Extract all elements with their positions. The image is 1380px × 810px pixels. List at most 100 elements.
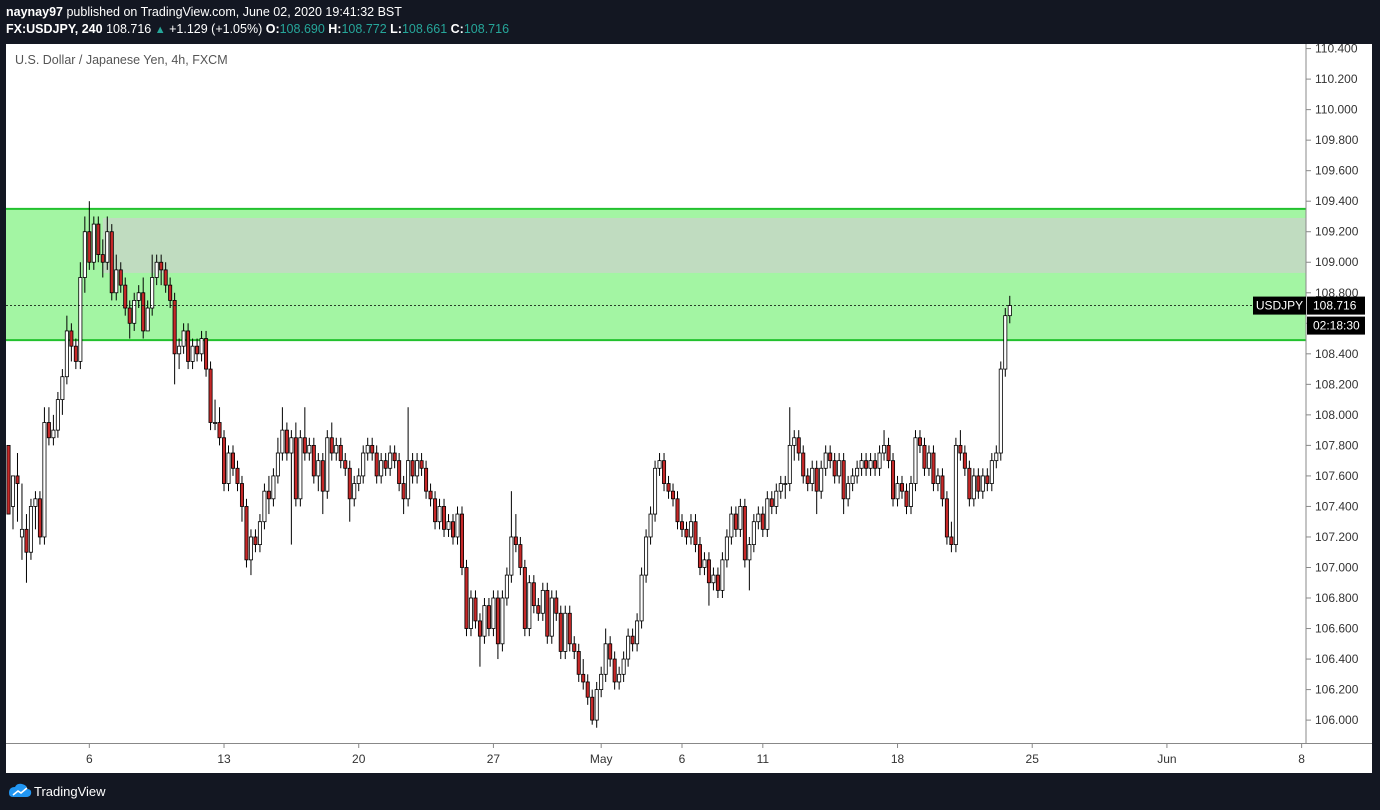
- candle[interactable]: [572, 636, 577, 660]
- candle[interactable]: [473, 590, 478, 629]
- candle[interactable]: [172, 292, 177, 385]
- candle[interactable]: [760, 506, 765, 537]
- tradingview-brand[interactable]: TradingView: [34, 784, 106, 799]
- candle[interactable]: [846, 475, 851, 507]
- candle[interactable]: [567, 605, 572, 652]
- candle[interactable]: [69, 323, 74, 362]
- candle[interactable]: [293, 422, 298, 507]
- candle[interactable]: [603, 628, 608, 682]
- candle[interactable]: [329, 422, 334, 461]
- candle[interactable]: [477, 613, 482, 667]
- candle[interactable]: [545, 582, 550, 644]
- candle[interactable]: [28, 498, 33, 560]
- candle[interactable]: [720, 552, 725, 599]
- candle[interactable]: [190, 338, 195, 370]
- candle[interactable]: [311, 437, 316, 484]
- candle[interactable]: [347, 460, 352, 522]
- candle[interactable]: [558, 605, 563, 660]
- candle[interactable]: [109, 224, 114, 301]
- candle[interactable]: [163, 262, 168, 293]
- candle[interactable]: [338, 437, 343, 469]
- candle[interactable]: [500, 590, 505, 652]
- candle[interactable]: [724, 529, 729, 568]
- candle[interactable]: [783, 475, 788, 499]
- candle[interactable]: [406, 407, 411, 507]
- candle[interactable]: [235, 460, 240, 492]
- candle[interactable]: [922, 437, 927, 476]
- candle[interactable]: [401, 475, 406, 515]
- candle[interactable]: [379, 453, 384, 484]
- candle[interactable]: [680, 514, 685, 537]
- candle[interactable]: [154, 254, 159, 286]
- candle[interactable]: [801, 445, 806, 484]
- candle[interactable]: [868, 453, 873, 476]
- candle[interactable]: [82, 216, 87, 293]
- candle[interactable]: [428, 483, 433, 507]
- candle[interactable]: [895, 475, 900, 507]
- candle[interactable]: [688, 514, 693, 545]
- candle[interactable]: [486, 598, 491, 637]
- candle[interactable]: [356, 468, 361, 492]
- candle[interactable]: [230, 445, 235, 476]
- candle[interactable]: [635, 613, 640, 652]
- candle[interactable]: [814, 460, 819, 515]
- candle[interactable]: [949, 521, 954, 553]
- candle[interactable]: [998, 361, 1003, 461]
- candle[interactable]: [630, 628, 635, 652]
- candle[interactable]: [37, 491, 42, 545]
- candle[interactable]: [859, 453, 864, 476]
- candle[interactable]: [100, 239, 105, 278]
- candle[interactable]: [159, 254, 164, 286]
- candle[interactable]: [581, 659, 586, 690]
- candle[interactable]: [46, 407, 51, 446]
- candle[interactable]: [931, 445, 936, 492]
- candle[interactable]: [96, 216, 101, 263]
- candle[interactable]: [594, 681, 599, 728]
- candle[interactable]: [397, 453, 402, 492]
- candle[interactable]: [612, 651, 617, 690]
- candle[interactable]: [118, 262, 123, 293]
- candle[interactable]: [967, 460, 972, 507]
- candle[interactable]: [181, 323, 186, 354]
- candle[interactable]: [980, 468, 985, 499]
- candle[interactable]: [693, 514, 698, 553]
- candle[interactable]: [217, 407, 222, 446]
- candle[interactable]: [495, 590, 500, 660]
- candle[interactable]: [742, 498, 747, 568]
- candle[interactable]: [226, 445, 231, 492]
- candle[interactable]: [437, 498, 442, 530]
- candle[interactable]: [666, 475, 671, 499]
- candle[interactable]: [662, 453, 667, 492]
- candle[interactable]: [141, 277, 146, 339]
- candle[interactable]: [262, 483, 267, 530]
- candle[interactable]: [944, 491, 949, 545]
- symbol-name[interactable]: FX:USDJPY, 240: [6, 22, 103, 36]
- candle[interactable]: [738, 498, 743, 537]
- candle[interactable]: [459, 506, 464, 576]
- candle[interactable]: [900, 475, 905, 499]
- candlestick-chart[interactable]: 110.400 110.200 110.000 109.800 109.600 109.4…: [6, 42, 1372, 773]
- candle[interactable]: [78, 262, 83, 370]
- candle[interactable]: [540, 582, 545, 621]
- candle[interactable]: [810, 460, 815, 492]
- candle[interactable]: [706, 552, 711, 606]
- candle[interactable]: [244, 498, 249, 568]
- candle[interactable]: [10, 475, 15, 530]
- candle[interactable]: [24, 514, 29, 583]
- candle[interactable]: [576, 643, 581, 682]
- candle[interactable]: [186, 323, 191, 370]
- candle[interactable]: [621, 651, 626, 682]
- candle[interactable]: [747, 536, 752, 591]
- candle[interactable]: [715, 567, 720, 599]
- candle[interactable]: [442, 498, 447, 537]
- candle[interactable]: [751, 514, 756, 553]
- candle[interactable]: [446, 514, 451, 537]
- candle[interactable]: [392, 445, 397, 469]
- candle[interactable]: [837, 453, 842, 484]
- candle[interactable]: [805, 468, 810, 492]
- candle[interactable]: [617, 666, 622, 690]
- candle[interactable]: [213, 399, 218, 431]
- candle[interactable]: [527, 575, 532, 637]
- candle[interactable]: [644, 529, 649, 583]
- candle[interactable]: [940, 468, 945, 507]
